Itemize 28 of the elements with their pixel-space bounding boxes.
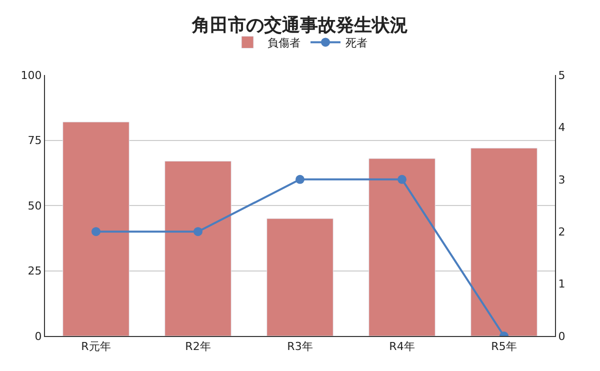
point — [398, 174, 406, 184]
y-tick-label: 0 — [34, 330, 42, 343]
chart-title: 角田市の交通事故発生状況 — [191, 15, 408, 36]
x-tick-label: R5年 — [491, 340, 517, 354]
point — [296, 174, 304, 184]
y2-tick-label: 0 — [558, 330, 566, 343]
y2-tick-label: 2 — [558, 225, 566, 238]
point — [194, 227, 202, 236]
bar — [164, 160, 232, 336]
x-tick-label: R2年 — [185, 340, 211, 354]
y-tick-label: 50 — [28, 199, 42, 212]
y-tick-label: 75 — [28, 134, 42, 148]
y-tick-label: 100 — [20, 68, 42, 82]
bar — [470, 148, 538, 336]
y2-tick-label: 5 — [558, 68, 566, 82]
x-tick-label: R元年 — [81, 340, 111, 354]
legend-label: 負傷者 — [268, 36, 300, 50]
x-tick-label: R3年 — [287, 340, 313, 354]
y2-tick-label: 4 — [558, 121, 566, 134]
y-tick-label: 25 — [28, 264, 42, 278]
bar — [368, 158, 436, 336]
point — [92, 227, 100, 236]
y2-tick-label: 3 — [558, 173, 566, 186]
bar — [266, 218, 334, 336]
x-tick-label: R4年 — [389, 340, 415, 354]
legend-label: 死者 — [346, 36, 368, 50]
bar — [62, 122, 130, 336]
y2-tick-label: 1 — [558, 278, 566, 291]
